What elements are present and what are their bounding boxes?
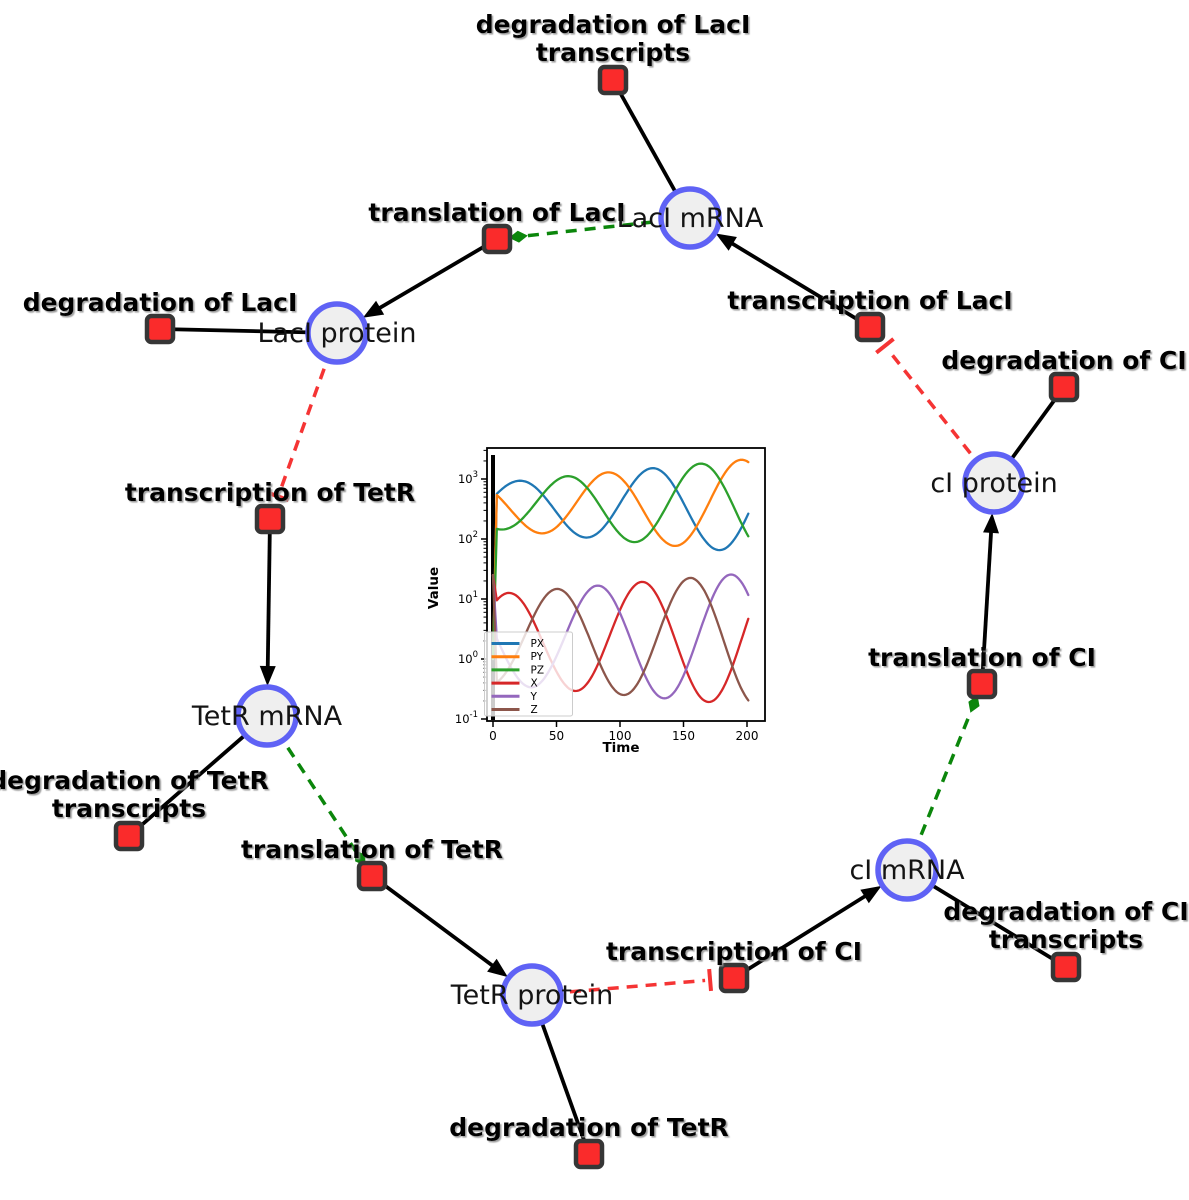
chart-series-X [491,573,750,704]
reaction-node-transl_tetr[interactable] [356,860,388,892]
reaction-label-txn_tetr: transcription of TetR [125,478,415,507]
reaction-label-deg_tetr_tx-line1: degradation of TetR [0,766,269,795]
species-node-tetr_protein[interactable] [500,963,564,1027]
reaction-label-transl_tetr: translation of TetR [241,835,503,864]
nodes-layer [113,64,1082,1170]
chart-x-tick-label: 100 [609,729,632,743]
arrowhead [715,233,737,251]
species-label-ci_protein: cI protein [930,468,1057,499]
chart-y-tick-label: 103 [458,470,478,486]
arrowhead [259,665,276,687]
reaction-label-txn_ci: transcription of CI [606,937,862,966]
reaction-label-transl_ci: translation of CI [868,643,1096,672]
species-node-laci_protein[interactable] [305,301,369,365]
reaction-label-deg_ci: degradation of CI [941,346,1186,375]
species-node-ci_mrna[interactable] [875,838,939,902]
edge-txn_ci-ci_mrna [732,891,871,980]
reaction-node-deg_laci[interactable] [144,313,176,345]
species-node-laci_mrna[interactable] [658,186,722,250]
inhibitor-bar [875,337,895,355]
species-label-tetr_mrna: TetR mRNA [191,701,343,732]
arrowhead [860,885,882,904]
inset-chart: 0 50 100 150 20010-1100101102103TimeValuePXP… [426,447,766,756]
chart-x-tick-label: 50 [549,729,564,743]
species-label-laci_protein: LacI protein [258,318,417,349]
species-node-ci_protein[interactable] [962,451,1026,515]
reaction-label-deg_laci: degradation of LacI [23,288,298,317]
reaction-node-deg_tetr_tx[interactable] [113,820,145,852]
reaction-label-deg_tetr: degradation of TetR [449,1113,729,1142]
chart-y-tick-label: 102 [458,530,478,546]
chart-x-tick-label: 200 [736,729,759,743]
legend-item-Z: Z [531,704,538,716]
reaction-label-deg_laci_tx-line2: transcripts [536,38,690,67]
chart-series-PX [491,466,750,661]
legend-item-PY: PY [531,651,544,663]
chart-frame [486,447,766,722]
arrowhead [362,300,385,318]
edge-transl_tetr-tetr_protein [370,874,498,971]
reaction-node-txn_tetr[interactable] [254,503,286,535]
chart-x-tick-label: 0 [489,729,497,743]
reaction-node-deg_laci_tx[interactable] [597,64,629,96]
modifier-diamond [968,695,980,713]
species-node-tetr_mrna[interactable] [235,684,299,748]
species-label-ci_mrna: cI mRNA [849,855,965,886]
edge-transl_ci-ci_protein [980,526,994,685]
species-label-tetr_protein: TetR protein [450,980,613,1011]
arrowhead [983,512,1000,534]
chart-y-tick-label: 10-1 [455,710,478,726]
reaction-node-deg_ci[interactable] [1048,371,1080,403]
reaction-label-deg_tetr_tx-line2: transcripts [52,794,206,823]
chart-y-tick-label: 100 [458,650,478,666]
reaction-label-deg_laci_tx-line1: degradation of LacI [476,10,751,39]
reaction-node-deg_tetr[interactable] [573,1138,605,1170]
reaction-node-deg_ci_tx[interactable] [1050,951,1082,983]
reaction-label-txn_laci: transcription of LacI [727,286,1012,315]
reaction-node-txn_laci[interactable] [854,311,886,343]
legend-item-PZ: PZ [531,664,545,676]
modifier-diamond [508,230,528,243]
reaction-label-deg_ci_tx-line1: degradation of CI [943,897,1188,926]
chart-y-tick-label: 101 [458,590,478,606]
edge-txn_tetr-tetr_mrna [265,518,272,673]
legend-item-Y: Y [530,691,538,703]
legend-item-PX: PX [531,638,545,650]
chart-series-PZ [491,462,750,661]
reaction-node-transl_laci[interactable] [481,223,513,255]
chart-x-tick-label: 150 [672,729,695,743]
arrowheads-layer [259,230,1000,992]
reaction-node-txn_ci[interactable] [718,962,750,994]
inhibitor-bar [267,490,290,503]
labels-layer: degradation of LacItranscriptstranslatio… [0,10,1189,1142]
chart-series-Z [491,573,750,702]
edge-txn_laci-laci_mrna [726,239,871,329]
chart-x-axis-label: Time [602,740,639,756]
reaction-node-transl_ci[interactable] [966,668,998,700]
species-label-laci_mrna: LacI mRNA [617,203,764,234]
arrowhead [487,958,508,978]
edge-transl_laci-laci_protein [373,237,498,313]
inhibitor-bar [707,968,713,992]
legend-item-X: X [531,678,538,690]
chart-series-PY [491,458,750,661]
reaction-label-deg_ci_tx-line2: transcripts [989,925,1143,954]
chart-y-axis-label: Value [426,567,442,609]
reaction-label-transl_laci: translation of LacI [368,198,625,227]
